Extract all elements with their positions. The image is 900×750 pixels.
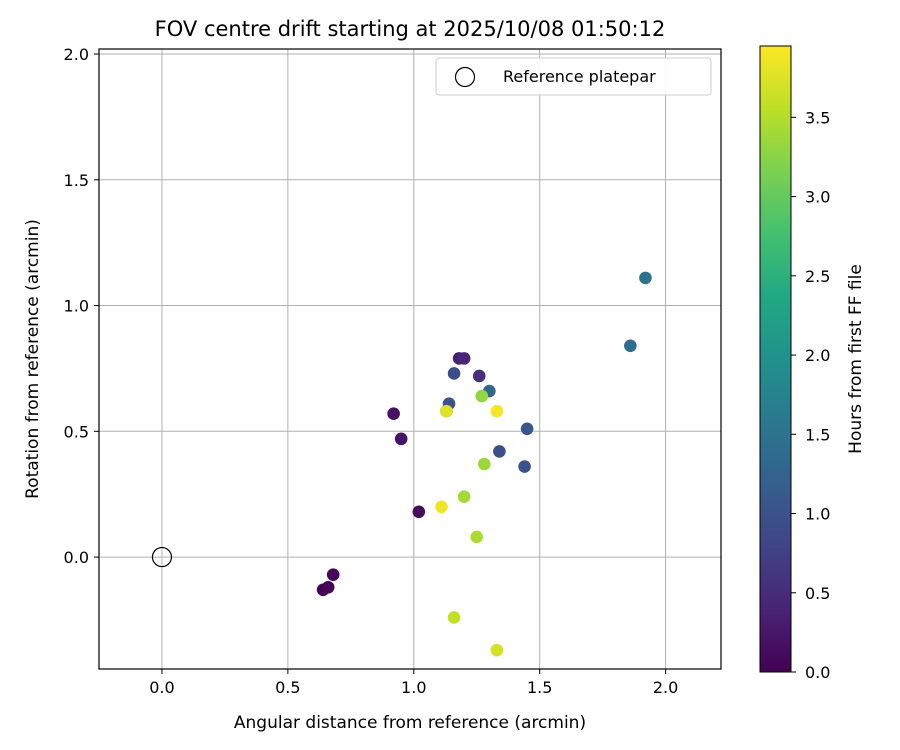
data-point <box>475 389 489 403</box>
data-point <box>518 460 531 473</box>
data-point <box>440 404 453 418</box>
data-point <box>470 530 484 544</box>
data-point <box>520 422 534 436</box>
y-tick-label: 0.5 <box>64 422 89 441</box>
data-point <box>490 404 504 418</box>
colorbar-tick-label: 0.0 <box>805 663 830 682</box>
data-point <box>472 369 486 383</box>
data-point <box>447 367 461 380</box>
colorbar-ticks: 0.0 0.5 1.0 1.5 2.0 2.5 3.0 3.5 <box>791 108 830 682</box>
y-tick-label: 2.0 <box>64 45 89 64</box>
data-point <box>447 611 461 624</box>
y-tick-label: 0.0 <box>64 548 89 567</box>
data-points <box>316 271 652 657</box>
data-point <box>624 339 637 353</box>
x-tick-label: 1.5 <box>527 678 552 697</box>
y-tick-label: 1.0 <box>64 297 89 316</box>
reference-marker-layer <box>151 546 173 568</box>
colorbar-tick-label: 0.5 <box>805 584 830 603</box>
chart-title: FOV centre drift starting at 2025/10/08 … <box>155 17 666 41</box>
data-point <box>490 643 504 657</box>
legend-label: Reference platepar <box>503 67 656 86</box>
data-point <box>326 568 340 581</box>
data-point <box>387 407 400 421</box>
data-point <box>639 271 652 285</box>
colorbar-tick-label: 3.5 <box>805 108 830 127</box>
data-point <box>412 505 426 519</box>
data-point <box>457 352 471 365</box>
data-point <box>493 445 506 458</box>
y-axis-label: Rotation from reference (arcmin) <box>23 219 43 499</box>
axis-ticks: 0.0 0.5 1.0 1.5 2.0 0.0 0.5 1.0 1.5 2.0 <box>64 45 679 697</box>
x-tick-label: 1.0 <box>401 678 426 697</box>
colorbar-gradient <box>759 45 792 673</box>
data-point <box>435 500 448 514</box>
colorbar-label: Hours from first FF file <box>846 264 866 454</box>
data-point <box>477 457 491 471</box>
x-tick-label: 0.5 <box>275 678 300 697</box>
legend: Reference platepar <box>435 57 712 96</box>
legend-reference-marker <box>454 66 476 88</box>
x-axis-label: Angular distance from reference (arcmin) <box>234 713 586 733</box>
colorbar-tick-label: 2.5 <box>805 267 830 286</box>
data-point <box>394 432 408 446</box>
colorbar-tick-label: 1.0 <box>805 505 830 524</box>
x-tick-label: 2.0 <box>653 678 678 697</box>
colorbar-tick-label: 1.5 <box>805 425 830 444</box>
data-point <box>457 490 471 504</box>
x-tick-label: 0.0 <box>149 678 174 697</box>
grid-lines <box>99 49 721 669</box>
y-tick-label: 1.5 <box>64 171 89 190</box>
legend-box <box>435 57 712 96</box>
reference-platepar-marker <box>151 546 173 568</box>
data-point <box>321 580 335 594</box>
colorbar-tick-label: 3.0 <box>805 188 830 207</box>
plot-frame <box>98 48 722 670</box>
colorbar-tick-label: 2.0 <box>805 346 830 365</box>
colorbar: 0.0 0.5 1.0 1.5 2.0 2.5 3.0 3.5 Hours from firs… <box>759 45 866 682</box>
